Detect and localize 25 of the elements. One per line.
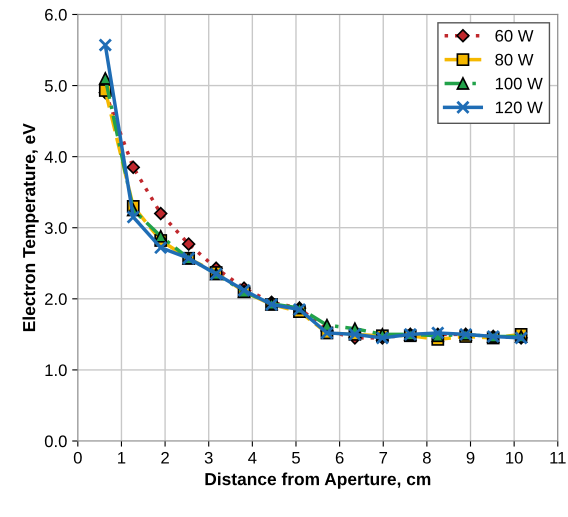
y-tick-label: 3.0	[44, 222, 67, 234]
x-tick-label: 1	[118, 452, 126, 464]
x-tick-label: 11	[550, 452, 566, 464]
y-tick-label: 4.0	[44, 151, 67, 163]
x-axis-title: Distance from Aperture, cm	[205, 472, 430, 489]
x-tick-label: 4	[248, 452, 256, 464]
x-tick-label: 7	[379, 452, 388, 464]
legend-label: 60 W	[495, 30, 534, 42]
legend-label: 80 W	[495, 54, 534, 66]
y-tick-label: 0.0	[44, 435, 67, 448]
x-tick-label: 6	[336, 452, 344, 464]
y-axis-title: Electron Temperature, eV	[22, 123, 39, 332]
x-tick-label: 3	[204, 452, 213, 464]
x-tick-label: 10	[506, 452, 523, 464]
x-tick-label: 5	[292, 452, 300, 464]
x-tick-label: 2	[161, 452, 169, 464]
y-tick-label: 2.0	[45, 293, 67, 306]
legend-label: 120 W	[496, 102, 543, 114]
legend-label: 100 W	[496, 78, 543, 90]
y-tick-label: 5.0	[44, 80, 67, 92]
x-tick-label: 8	[422, 452, 431, 464]
x-tick-label: 0	[74, 452, 82, 464]
y-tick-label: 1.0	[46, 364, 67, 376]
x-tick-label: 9	[466, 452, 474, 464]
y-tick-label: 6.0	[45, 8, 67, 21]
